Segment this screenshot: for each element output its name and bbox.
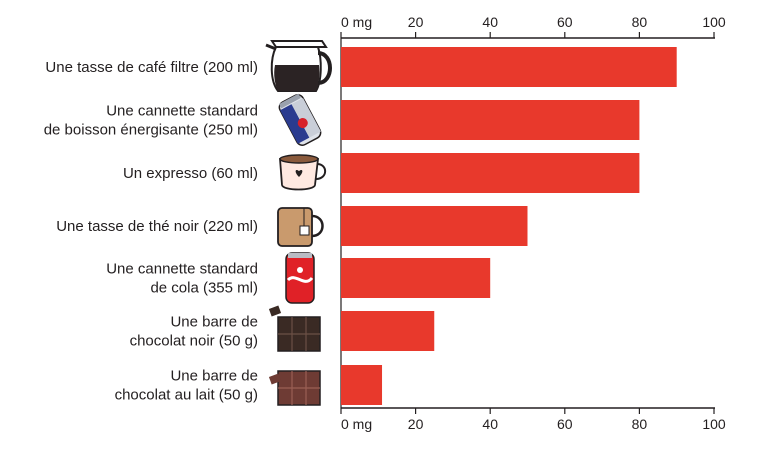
can-top xyxy=(288,253,312,258)
bar xyxy=(341,365,383,405)
category-icons xyxy=(265,40,332,406)
category-labels: Une tasse de café filtre (200 ml) Une can… xyxy=(44,59,258,404)
bar xyxy=(341,100,640,140)
category-label: Une tasse de café filtre (200 ml) xyxy=(45,59,258,76)
category-label: Une cannette standard de cola (355 ml) xyxy=(106,261,258,297)
cup-handle xyxy=(315,163,327,180)
category-label: Une barre de chocolat au lait (50 g) xyxy=(115,368,258,404)
category-label: Une cannette standard de boisson énergisa… xyxy=(44,103,258,139)
tick-label-top: 0 mg xyxy=(341,14,372,30)
tea-tag xyxy=(299,225,310,236)
can-wave xyxy=(286,276,314,283)
pot-handle xyxy=(317,51,332,85)
tick-label-top: 60 xyxy=(557,14,573,30)
bar xyxy=(341,258,491,298)
category-label: Une tasse de thé noir (220 ml) xyxy=(56,218,258,235)
pot-coffee xyxy=(274,65,320,91)
chocolate-piece xyxy=(268,373,282,385)
cola-can-icon xyxy=(285,252,315,304)
can-dot xyxy=(297,267,303,273)
tick-label-bottom: 100 xyxy=(702,416,726,432)
tea-mug-icon xyxy=(277,207,324,247)
tick-label-top: 100 xyxy=(702,14,726,30)
category-label: Une barre de chocolat noir (50 g) xyxy=(130,314,258,350)
espresso-cup-icon xyxy=(279,154,327,191)
bar xyxy=(341,311,435,351)
dark-chocolate-icon xyxy=(268,305,321,352)
tick-label-bottom: 60 xyxy=(557,416,573,432)
tick-label-top: 40 xyxy=(482,14,498,30)
chocolate-piece xyxy=(268,305,282,317)
tick-label-top: 20 xyxy=(408,14,424,30)
tick-label-top: 80 xyxy=(632,14,648,30)
bar xyxy=(341,153,640,193)
can-silver xyxy=(291,98,321,138)
energy-drink-can-icon xyxy=(278,93,322,146)
bar xyxy=(341,206,528,246)
tick-label-bottom: 0 mg xyxy=(341,416,372,432)
can-logo xyxy=(297,118,308,129)
can-top xyxy=(279,93,301,109)
tick-label-bottom: 40 xyxy=(482,416,498,432)
heart-icon xyxy=(295,169,303,177)
bar xyxy=(341,47,677,87)
cup-coffee xyxy=(279,154,319,164)
milk-chocolate-icon xyxy=(268,370,321,406)
coffee-pot-icon xyxy=(265,40,332,92)
mug-handle xyxy=(311,214,324,238)
category-label: Un expresso (60 ml) xyxy=(123,165,258,182)
bars xyxy=(341,47,677,405)
can-blue xyxy=(280,104,310,144)
tick-label-bottom: 20 xyxy=(408,416,424,432)
tick-label-bottom: 80 xyxy=(632,416,648,432)
axis-top: 0 mg 20 40 60 80 100 xyxy=(340,14,726,39)
pot-lid xyxy=(270,40,328,48)
can xyxy=(278,93,322,146)
pot-spout xyxy=(265,43,277,51)
